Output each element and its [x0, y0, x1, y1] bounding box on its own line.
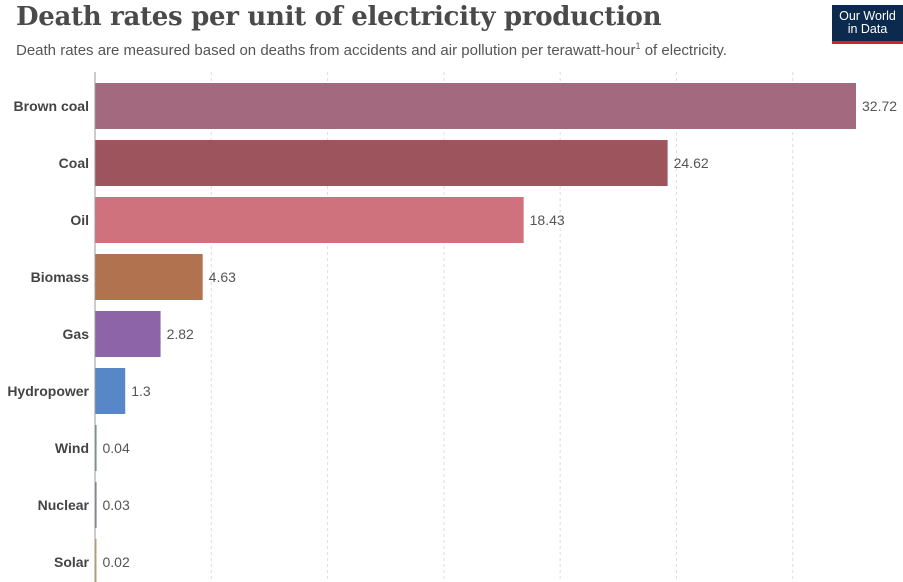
- category-label: Brown coal: [14, 98, 89, 114]
- subtitle-tail: of electricity.: [640, 42, 727, 59]
- bar-brown-coal[interactable]: [95, 83, 856, 129]
- category-labels: Brown coal Coal Oil Biomass Gas Hydropower Win…: [7, 98, 89, 570]
- bar-solar[interactable]: [95, 539, 97, 582]
- value-label: 1.3: [131, 383, 151, 399]
- chart-subtitle: Death rates are measured based on deaths…: [16, 41, 727, 59]
- bar-hydropower[interactable]: [95, 368, 126, 414]
- value-label: 0.03: [103, 497, 130, 513]
- bar-coal[interactable]: [95, 140, 668, 186]
- value-label: 2.82: [167, 326, 194, 342]
- bar-oil[interactable]: [95, 197, 524, 243]
- value-label: 32.72: [862, 98, 897, 114]
- value-label: 24.62: [674, 155, 709, 171]
- bar-gas[interactable]: [95, 311, 161, 357]
- value-label: 0.04: [103, 440, 130, 456]
- logo-line-1: Our World: [839, 9, 896, 23]
- category-label: Wind: [55, 440, 89, 456]
- category-label: Hydropower: [7, 383, 89, 399]
- category-label: Gas: [63, 326, 90, 342]
- bar-nuclear[interactable]: [95, 482, 97, 528]
- chart-title: Death rates per unit of electricity prod…: [16, 2, 662, 32]
- logo-accent-bar: [832, 41, 903, 44]
- category-label: Coal: [59, 155, 89, 171]
- bar-biomass[interactable]: [95, 254, 203, 300]
- category-label: Biomass: [31, 269, 90, 285]
- bar-wind[interactable]: [95, 425, 97, 471]
- value-labels: 32.72 24.62 18.43 4.63 2.82 1.3 0.04 0.03 0.02: [103, 98, 898, 570]
- logo-line-2: in Data: [847, 22, 888, 36]
- our-world-in-data-logo[interactable]: Our World in Data: [832, 5, 903, 44]
- subtitle-text: Death rates are measured based on deaths…: [16, 42, 636, 59]
- category-label: Nuclear: [38, 497, 90, 513]
- value-label: 18.43: [530, 212, 565, 228]
- category-label: Solar: [54, 554, 90, 570]
- category-label: Oil: [70, 212, 89, 228]
- subtitle-footnote-mark: 1: [635, 41, 641, 51]
- value-label: 4.63: [209, 269, 236, 285]
- bars: [95, 83, 856, 582]
- value-label: 0.02: [103, 554, 130, 570]
